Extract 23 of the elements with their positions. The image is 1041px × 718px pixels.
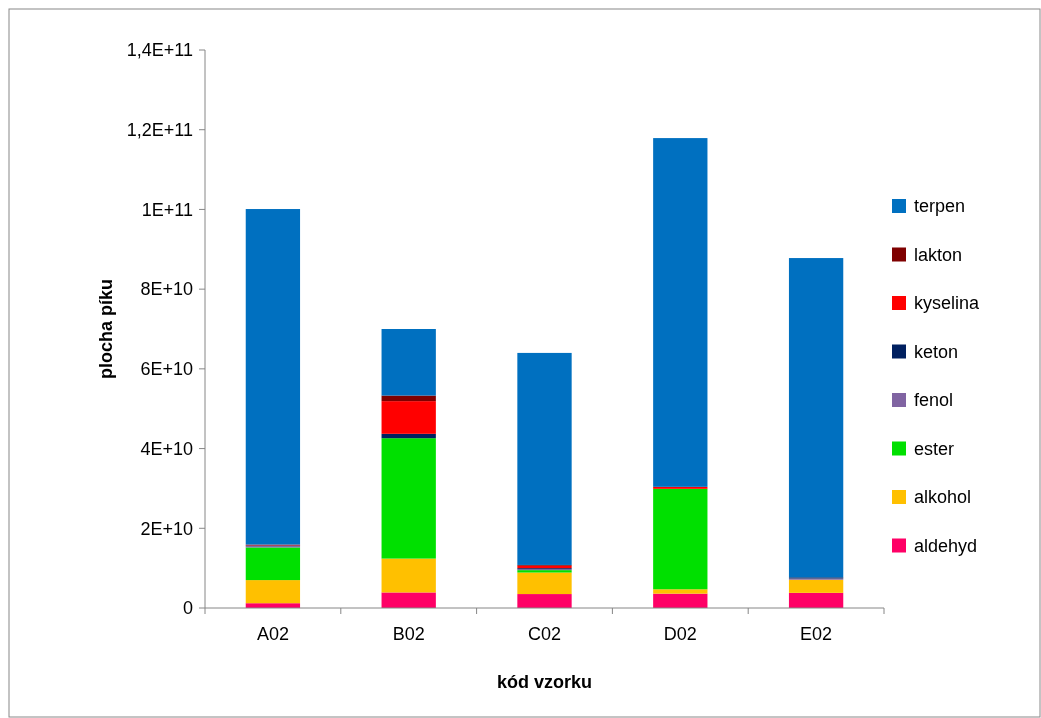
y-tick-label: 6E+10 [140, 359, 193, 380]
y-tick-label: 1E+11 [141, 199, 193, 220]
x-tick-label: A02 [256, 624, 289, 644]
legend-label: lakton [914, 244, 963, 265]
legend-label: fenol [914, 390, 954, 411]
legend-label: aldehyd [914, 535, 978, 556]
legend-label: ester [914, 438, 955, 459]
y-tick-label: 2E+10 [140, 518, 193, 539]
y-tick-label: 0 [182, 598, 193, 619]
y-tick-label: 4E+10 [140, 438, 193, 459]
legend-label: alkohol [914, 487, 972, 508]
legend-label: kyselina [914, 293, 981, 314]
y-tick-label: 8E+10 [140, 279, 193, 300]
x-tick-label: E02 [800, 624, 833, 644]
x-tick-label: C02 [527, 624, 562, 644]
legend-label: terpen [914, 196, 966, 217]
x-tick-label: D02 [663, 624, 697, 644]
y-axis-title: plocha píku [96, 278, 116, 380]
legend-label: keton [914, 341, 959, 362]
x-tick-label: B02 [392, 624, 425, 644]
y-tick-label: 1,4E+11 [126, 40, 193, 61]
x-axis-title: kód vzorku [496, 672, 593, 692]
y-tick-label: 1,2E+11 [126, 120, 193, 141]
